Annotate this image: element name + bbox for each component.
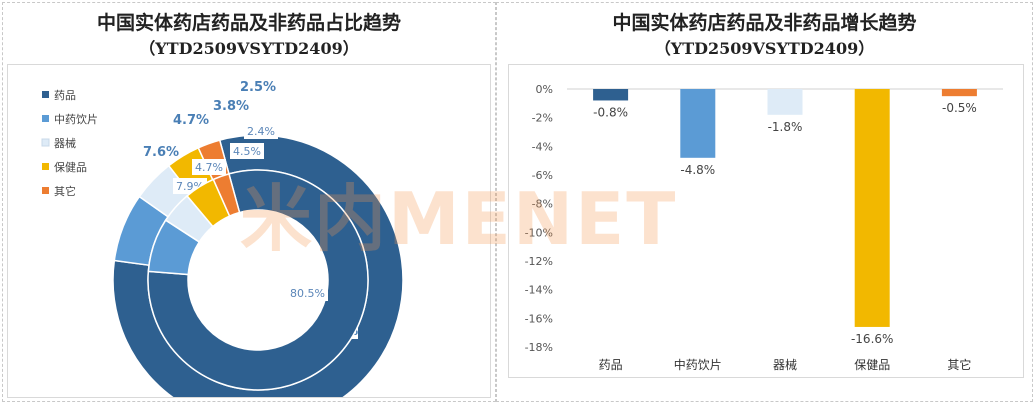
donut-label-outer-3: 3.8% [213, 99, 249, 114]
bar-value-label-3: -16.6% [851, 332, 893, 346]
bar-chart: 0% -2% -4% -6% -8% -10% -12% -14% -16% -18% -0.8% 药… [525, 83, 1003, 372]
donut-label-bg-inner-0 [287, 285, 328, 301]
donut-label-inner-0: 80.5% [290, 287, 325, 300]
y-tick-label-2: -4% [532, 140, 553, 153]
x-category-label-4: 其它 [947, 357, 971, 372]
left-subtitle: （YTD2509VSYTD2409） [139, 39, 359, 58]
donut-chart: 81.4%7.6%4.7%3.8%2.5%YTD250980.5%7.9%4.7… [41, 77, 404, 405]
x-category-label-3: 保健品 [854, 358, 890, 372]
y-tick-label-4: -8% [532, 198, 553, 211]
legend-label-2: 器械 [54, 136, 76, 150]
y-tick-label-0: 0% [536, 83, 553, 96]
donut-label-bg-outer-4 [237, 77, 277, 95]
y-tick-label-1: -2% [532, 112, 553, 125]
legend-label-4: 其它 [54, 184, 76, 198]
y-tick-label-5: -10% [525, 226, 553, 239]
legend-label-1: 中药饮片 [54, 113, 98, 126]
ring-name-inner: YTD2409 [219, 303, 275, 316]
legend-label-0: 药品 [54, 89, 76, 102]
donut-label-inner-2: 4.7% [195, 161, 223, 174]
left-chart-area: 81.4%7.6%4.7%3.8%2.5%YTD250980.5%7.9%4.7… [7, 64, 491, 405]
donut-label-bg-inner-4 [244, 123, 278, 139]
legend-swatch-1 [42, 115, 49, 122]
bar-4 [941, 89, 977, 97]
donut-slice-inner-4 [212, 172, 241, 218]
donut-label-bg-inner-2 [192, 159, 226, 175]
legend-swatch-2 [41, 138, 50, 147]
right-chart-area: 0% -2% -4% -6% -8% -10% -12% -14% -16% -18% -0.8% 药… [508, 64, 1024, 378]
y-tick-label-7: -14% [525, 284, 553, 297]
bar-3 [854, 89, 890, 327]
donut-label-outer-2: 4.7% [173, 113, 209, 128]
legend-swatch-0 [42, 91, 49, 98]
x-category-label-0: 药品 [599, 358, 623, 372]
legend-swatch-4 [42, 187, 49, 194]
y-tick-label-8: -16% [525, 312, 553, 325]
donut-label-inner-4: 2.4% [247, 125, 275, 138]
right-panel-border [496, 2, 1033, 402]
bar-value-label-0: -0.8% [593, 105, 628, 119]
bar-value-label-2: -1.8% [768, 120, 803, 134]
donut-label-outer-4: 2.5% [240, 80, 276, 95]
watermark: 米内MENET [240, 177, 678, 261]
donut-label-bg-outer-3 [210, 96, 250, 114]
donut-label-outer-1: 7.6% [143, 145, 179, 160]
bar-value-label-4: -0.5% [942, 101, 977, 115]
x-category-label-1: 中药饮片 [674, 357, 722, 372]
bar-value-label-1: -4.8% [680, 163, 715, 177]
right-subtitle: （YTD2509VSYTD2409） [654, 39, 875, 58]
bar-0 [593, 89, 629, 101]
legend-swatch-3 [42, 163, 49, 170]
legend-label-3: 保健品 [54, 160, 87, 174]
right-title: 中国实体药店药品及非药品增长趋势 [612, 12, 917, 34]
left-title: 中国实体药店药品及非药品占比趋势 [96, 12, 401, 34]
y-tick-label-9: -18% [525, 341, 553, 354]
bar-1 [680, 89, 716, 158]
donut-slice-inner-0 [147, 169, 369, 391]
y-tick-label-6: -12% [525, 255, 553, 268]
donut-label-bg-inner-3 [230, 143, 264, 159]
left-panel-border [2, 2, 496, 402]
x-category-label-2: 器械 [773, 357, 797, 372]
y-tick-label-3: -6% [532, 169, 553, 182]
donut-label-bg-outer-1 [140, 142, 180, 160]
bar-2 [767, 89, 803, 115]
donut-label-bg-outer-2 [170, 110, 210, 128]
donut-label-inner-3: 4.5% [233, 145, 261, 158]
